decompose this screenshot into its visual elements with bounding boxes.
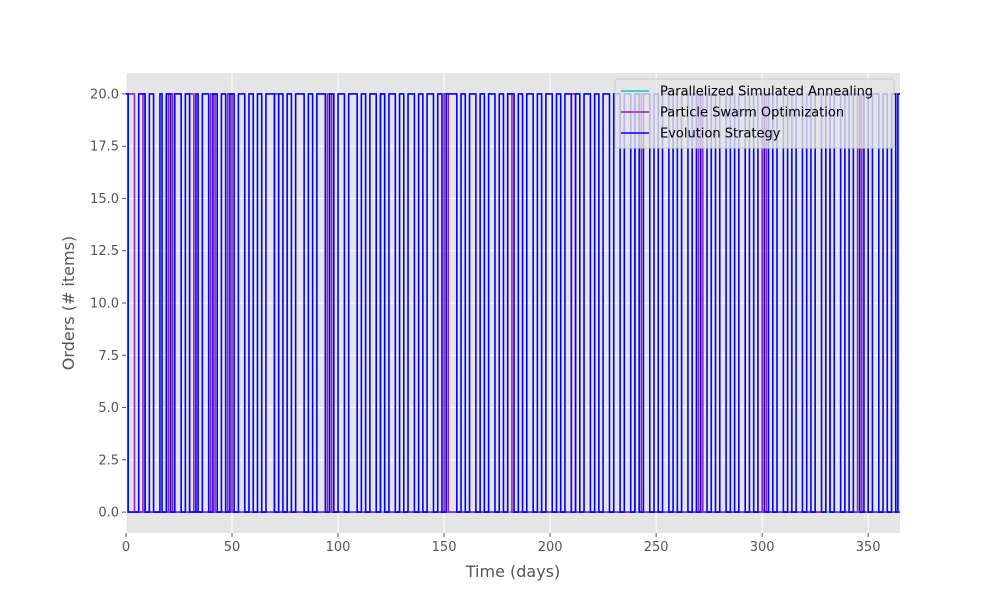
x-tick-label: 0 <box>122 540 130 555</box>
x-axis: 0 50 100 150 200 250 300 350 <box>122 533 881 555</box>
x-tick-label: 350 <box>856 540 881 555</box>
legend-box <box>614 78 895 149</box>
y-tick-label: 5.0 <box>98 401 119 416</box>
y-tick-label: 17.5 <box>90 140 119 155</box>
legend-entry: Parallelized Simulated Annealing <box>660 85 873 100</box>
legend-entry: Evolution Strategy <box>660 127 781 142</box>
x-tick-label: 50 <box>224 540 241 555</box>
y-axis-label: Orders (# items) <box>59 236 78 370</box>
x-tick-label: 100 <box>326 540 351 555</box>
y-tick-label: 10.0 <box>90 297 119 312</box>
x-tick-label: 300 <box>750 540 775 555</box>
x-tick-label: 200 <box>538 540 563 555</box>
legend-entry: Particle Swarm Optimization <box>660 106 844 121</box>
y-tick-label: 20.0 <box>90 87 119 102</box>
x-axis-label: Time (days) <box>465 562 561 581</box>
y-tick-label: 2.5 <box>98 453 119 468</box>
y-tick-label: 7.5 <box>98 349 119 364</box>
x-tick-label: 250 <box>644 540 669 555</box>
y-tick-label: 15.0 <box>90 192 119 207</box>
legend: Parallelized Simulated Annealing Particle… <box>614 78 895 149</box>
series-layer <box>126 93 900 513</box>
x-tick-label: 150 <box>432 540 457 555</box>
y-tick-label: 0.0 <box>98 506 119 521</box>
series-line-evolution-strategy <box>126 93 900 513</box>
y-axis: 0.0 2.5 5.0 7.5 10.0 12.5 15.0 17.5 20.0 <box>90 87 126 521</box>
y-tick-label: 12.5 <box>90 244 119 259</box>
